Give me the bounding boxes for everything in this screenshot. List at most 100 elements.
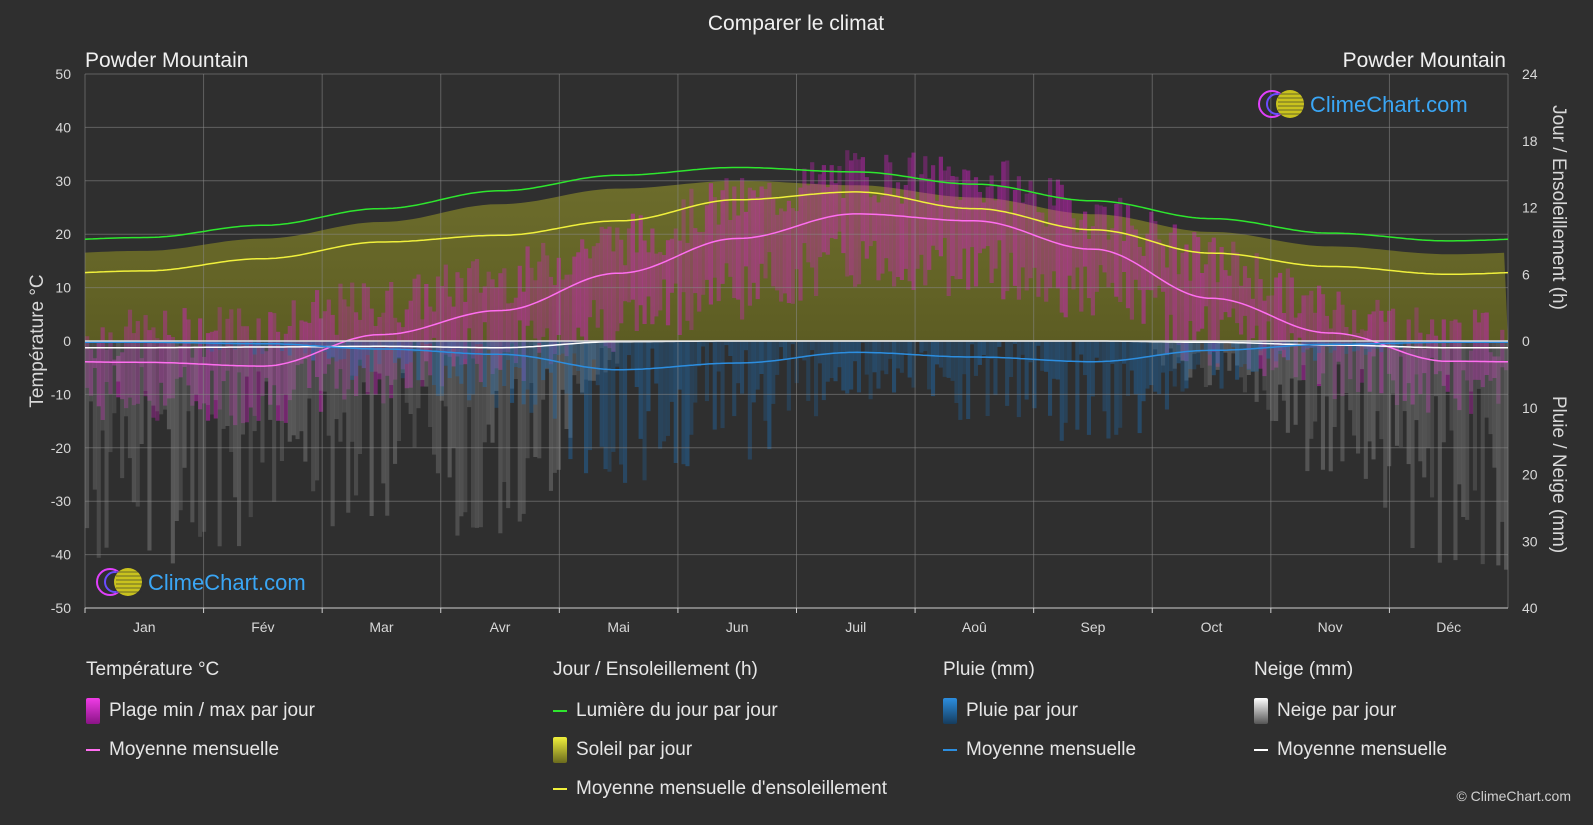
rain-bar [1129, 341, 1134, 371]
rain-bar [521, 341, 526, 405]
rain-bar [1235, 341, 1240, 380]
rain-bar [942, 341, 947, 377]
temp-range-bar [369, 308, 374, 349]
snow-bar [459, 341, 464, 517]
rain-bar [369, 341, 374, 372]
snow-bar [96, 341, 101, 558]
snow-bar [365, 341, 370, 392]
temp-range-bar [525, 246, 530, 326]
legend-sun-mean-label: Moyenne mensuelle d'ensoleillement [576, 778, 887, 799]
snow-bar [178, 341, 183, 511]
temp-range-bar [1320, 294, 1326, 374]
snow-bar [486, 341, 491, 425]
snow-bar [595, 341, 600, 375]
rain-bar [1285, 341, 1290, 360]
temp-range-bar [849, 160, 854, 276]
snow-bar [131, 341, 136, 503]
snow-bar [1371, 341, 1376, 460]
snow-bar [213, 341, 218, 401]
rain-bar [291, 341, 296, 344]
temp-range-bar [895, 182, 901, 277]
temp-range-bar [736, 215, 741, 300]
temp-range-bar [408, 300, 413, 388]
rain-bar [560, 341, 565, 354]
snow-bar [1328, 341, 1333, 472]
rain-bar [1363, 341, 1368, 355]
snow-bar [143, 341, 148, 391]
temp-range-bar [1098, 205, 1103, 266]
temp-range-bar [1375, 299, 1380, 345]
temp-range-bar [833, 183, 838, 240]
rain-bar [1020, 341, 1025, 355]
rain-bar [1164, 341, 1169, 410]
snow-bar [1410, 341, 1415, 548]
snow-bar [1433, 341, 1438, 397]
temp-range-bar [1492, 356, 1497, 378]
temp-range-bar [299, 320, 304, 364]
temp-range-bar [1348, 336, 1353, 380]
temp-range-bar [1359, 329, 1365, 383]
temp-range-bar [755, 197, 760, 300]
rain-bar [474, 341, 479, 345]
temp-range-bar [190, 357, 195, 406]
rain-bar [1083, 341, 1088, 376]
temp-mean-swatch [86, 749, 100, 751]
legend-temp-mean: Moyenne mensuelle [86, 737, 315, 763]
snow-bar [369, 341, 374, 516]
x-tick-label: Juil [845, 619, 866, 635]
rain-bar [775, 341, 780, 375]
legend-snow-day-label: Neige par jour [1277, 700, 1397, 721]
temp-range-bar [1110, 228, 1115, 283]
temp-range-bar [182, 308, 187, 367]
rain-bar [669, 341, 674, 402]
snow-bar [1367, 341, 1372, 442]
temp-range-bar [1281, 313, 1287, 358]
legend-sunshine-label: Soleil par jour [576, 739, 693, 760]
legend-daylight-label: Lumière du jour par jour [576, 700, 778, 721]
rain-bar [771, 341, 776, 404]
legend-snow-title: Neige (mm) [1254, 659, 1354, 680]
rain-bar [1059, 341, 1064, 441]
rain-bar [763, 341, 768, 421]
rain-bar [853, 341, 858, 362]
rain-bar [1328, 341, 1333, 353]
temp-range-bar [626, 228, 632, 303]
rain-bar [759, 341, 764, 374]
temp-range-bar [1032, 193, 1037, 268]
temp-range-bar [1250, 298, 1255, 339]
rain-bar [404, 341, 409, 364]
rain-bar [611, 341, 616, 452]
rain-bar [849, 341, 854, 390]
temp-range-bar [658, 252, 663, 311]
snow-bar [1301, 341, 1306, 366]
temp-range-bar [1472, 309, 1478, 380]
snow-bar [120, 341, 125, 479]
rain-bar [673, 341, 678, 463]
snow-bar [1254, 341, 1259, 402]
temp-range-bar [1036, 212, 1041, 297]
snow-bar [318, 341, 323, 391]
temp-range-bar [1246, 277, 1251, 369]
rain-bar [1125, 341, 1130, 396]
rain-bar [373, 341, 378, 348]
temp-range-bar [315, 290, 320, 377]
rain-bar [1141, 341, 1146, 402]
rain-bar [471, 341, 476, 395]
snow-bar [295, 341, 300, 440]
snow-bar [299, 341, 304, 432]
rain-bar [845, 341, 850, 394]
snow-bar [217, 341, 222, 547]
rain-bar [1118, 341, 1123, 428]
snow-bar [1484, 341, 1489, 418]
temp-range-bar [1363, 330, 1368, 349]
rain-bar [1094, 341, 1099, 358]
rain-bar [1157, 341, 1162, 395]
temp-range-bar [1453, 319, 1458, 399]
temp-range-bar [560, 279, 565, 345]
rain-bar [1040, 341, 1045, 371]
temp-range-bar [1028, 180, 1033, 279]
temp-range-bar [662, 255, 667, 280]
rain-bar [1145, 341, 1150, 389]
rain-bar [895, 341, 900, 369]
